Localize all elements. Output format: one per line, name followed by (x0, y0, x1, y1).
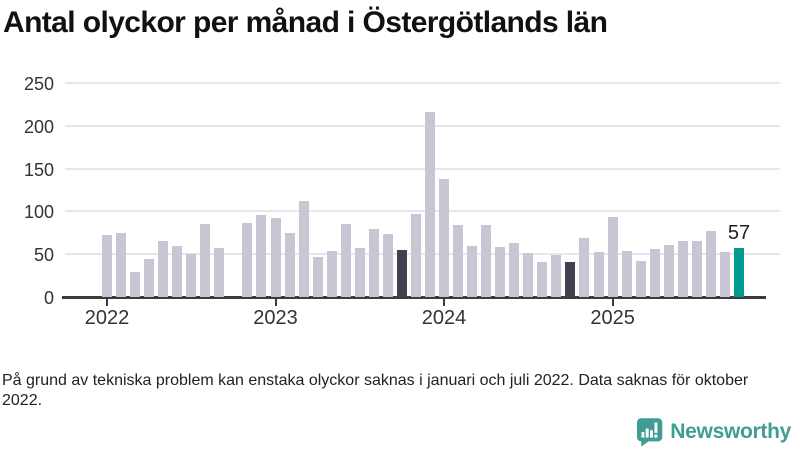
chart-footnote: På grund av tekniska problem kan enstaka… (2, 372, 749, 409)
bar-2023-01 (270, 218, 281, 297)
bar-2025-02 (621, 251, 632, 297)
bar-2025-10 (733, 248, 744, 297)
bar-2023-02 (284, 233, 295, 297)
x-axis-tick-2022 (106, 299, 108, 306)
bar-2023-04 (312, 257, 323, 297)
bar-2024-09 (551, 255, 562, 297)
bar-2022-04 (144, 259, 155, 297)
bar-2023-09 (382, 234, 393, 297)
bar-2022-09 (214, 248, 225, 297)
y-tick-label: 150 (23, 159, 54, 180)
y-tick-label: 0 (43, 288, 54, 308)
bar-2024-06 (509, 243, 520, 297)
gridline-150 (65, 167, 780, 170)
newsworthy-speech-bubble-bar-chart-icon (635, 417, 663, 447)
x-tick-label-2022: 2022 (84, 307, 130, 329)
bar-2022-11 (242, 223, 253, 297)
bar-2023-06 (340, 224, 351, 297)
bar-2024-05 (495, 247, 506, 297)
bar-2023-07 (354, 248, 365, 297)
bar-2024-02 (453, 225, 464, 297)
bar-2025-09 (719, 252, 730, 297)
bar-2022-03 (130, 272, 141, 297)
bar-2022-12 (256, 215, 267, 297)
x-axis-tick-2025 (611, 299, 614, 306)
current-bar-value-label: 57 (727, 222, 751, 244)
bar-2022-06 (172, 246, 183, 297)
y-tick-label: 50 (33, 245, 54, 266)
bar-2022-08 (200, 224, 211, 297)
chart-title: Antal olyckor per månad i Östergötlands … (3, 6, 608, 39)
bar-2023-05 (326, 251, 337, 297)
bar-2022-01 (102, 235, 112, 297)
bar-2024-07 (523, 253, 534, 297)
bar-2025-05 (663, 245, 674, 297)
x-tick-label-2023: 2023 (253, 307, 298, 329)
bar-2023-10 (396, 250, 407, 297)
bar-2023-03 (298, 201, 309, 297)
x-axis-line (62, 296, 766, 299)
bar-2024-04 (481, 225, 492, 297)
bar-2025-07 (691, 241, 702, 297)
x-axis-tick-2024 (443, 299, 446, 306)
bar-2024-11 (579, 238, 590, 297)
bar-2025-06 (677, 241, 688, 297)
bar-2024-10 (565, 262, 576, 297)
bar-2023-12 (425, 112, 435, 297)
gridline-50 (65, 253, 780, 256)
bar-2024-01 (439, 179, 450, 297)
bar-2025-04 (649, 249, 660, 297)
x-tick-label-2025: 2025 (590, 307, 635, 329)
y-tick-label: 100 (23, 202, 54, 223)
bar-2025-08 (705, 231, 716, 297)
bar-2025-01 (607, 217, 618, 297)
bar-2022-07 (186, 254, 197, 297)
x-axis-tick-2023 (274, 299, 277, 306)
bar-2023-08 (368, 229, 379, 297)
bar-2022-02 (116, 233, 127, 297)
bar-2022-05 (158, 241, 169, 297)
newsworthy-logo[interactable]: Newsworthy (635, 416, 791, 448)
gridline-250 (65, 82, 780, 84)
bar-2024-03 (467, 246, 478, 297)
bar-2024-08 (537, 262, 548, 297)
newsworthy-logo-text: Newsworthy (670, 420, 791, 443)
y-tick-label: 250 (23, 74, 54, 94)
y-tick-label: 200 (23, 116, 54, 137)
bar-2025-03 (635, 261, 646, 297)
gridline-100 (65, 210, 780, 213)
bar-2024-12 (593, 252, 604, 297)
x-tick-label-2024: 2024 (421, 307, 467, 329)
bar-2023-11 (410, 214, 421, 297)
gridline-200 (65, 124, 780, 127)
